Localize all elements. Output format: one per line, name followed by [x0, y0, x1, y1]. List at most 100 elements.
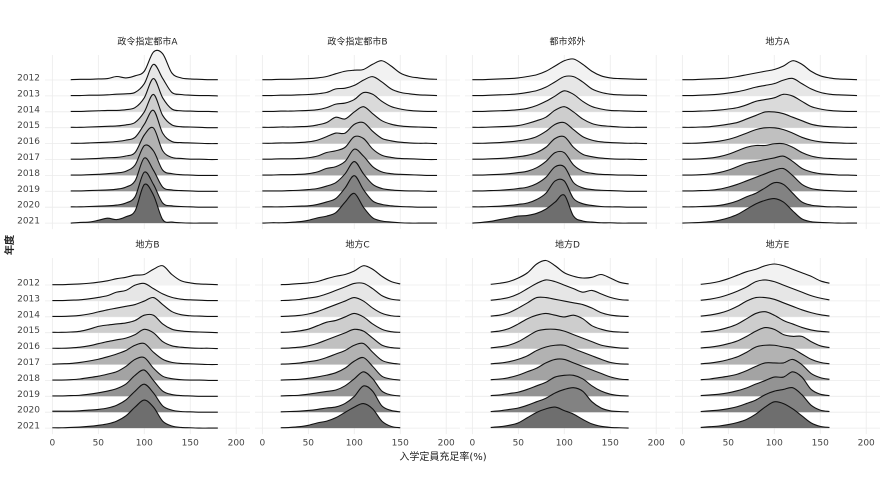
- ridge-area: [682, 156, 858, 176]
- y-tick-label: 2016: [17, 342, 40, 352]
- ridge-line: [262, 175, 438, 208]
- ridge-line: [52, 265, 218, 286]
- ridge-line: [700, 296, 830, 317]
- ridge-area: [70, 64, 218, 96]
- ridge-area: [70, 127, 218, 160]
- ridge-line: [280, 356, 401, 381]
- ridge-line: [70, 171, 218, 208]
- ridge-line: [472, 90, 648, 113]
- ridge-area: [682, 60, 858, 80]
- y-tick-label: 2017: [17, 153, 40, 163]
- ridge-line: [490, 312, 629, 333]
- y-tick-label: 2017: [17, 358, 40, 368]
- ridge-area: [472, 122, 648, 144]
- ridge-area: [490, 313, 629, 333]
- y-tick-label: 2020: [17, 201, 40, 211]
- ridge-line: [70, 109, 218, 145]
- ridge-line: [262, 121, 438, 145]
- ridge-area: [682, 182, 858, 208]
- ridge-area: [52, 329, 218, 349]
- ridge-line: [490, 328, 629, 349]
- ridge-line: [682, 77, 858, 97]
- x-tick-label: 100: [136, 439, 153, 449]
- ridge-area: [280, 265, 401, 285]
- x-axis-title: 入学定員充足率(%): [399, 450, 486, 463]
- y-axis-title: 年度: [3, 234, 16, 255]
- ridge-line: [472, 178, 648, 208]
- ridge-area: [682, 198, 858, 224]
- x-tick-label: 200: [438, 439, 455, 449]
- ridge-line: [700, 401, 830, 428]
- y-tick-label: 2019: [17, 185, 40, 195]
- ridge-line: [700, 386, 830, 413]
- ridge-area: [472, 106, 648, 128]
- y-tick-label: 2021: [17, 217, 40, 227]
- ridge-line: [262, 192, 438, 224]
- ridge-area: [700, 297, 830, 317]
- ridge-area: [682, 111, 858, 128]
- x-tick-label: 0: [49, 439, 55, 449]
- ridge-line: [700, 326, 830, 349]
- ridge-area: [52, 343, 218, 365]
- ridge-line: [490, 259, 629, 285]
- ridge-area: [700, 311, 830, 333]
- ridge-line: [700, 344, 830, 365]
- ridge-area: [262, 60, 438, 80]
- ridge-line: [70, 126, 218, 161]
- ridge-line: [472, 135, 648, 161]
- y-tick-label: 2018: [17, 374, 40, 384]
- ridge-line: [52, 356, 218, 381]
- ridge-area: [700, 345, 830, 365]
- ridge-area: [490, 407, 629, 429]
- ridge-area: [52, 357, 218, 381]
- ridge-line: [490, 387, 629, 413]
- panel-title: 地方A: [765, 36, 790, 48]
- x-tick-label: 150: [602, 439, 619, 449]
- ridge-line: [472, 164, 648, 192]
- panel-title: 政令指定都市A: [117, 36, 178, 48]
- ridge-line: [280, 312, 401, 333]
- ridge-area: [280, 385, 401, 413]
- ridge-area: [682, 78, 858, 96]
- ridge-area: [280, 343, 401, 365]
- ridge-line: [280, 282, 401, 302]
- x-tick-label: 100: [346, 439, 363, 449]
- x-tick-label: 100: [766, 439, 783, 449]
- ridge-line: [52, 313, 218, 334]
- ridge-area: [280, 313, 401, 333]
- ridge-line: [262, 148, 438, 176]
- x-tick-label: 50: [303, 439, 315, 449]
- ridge-line: [70, 77, 218, 113]
- ridge-line: [682, 181, 858, 208]
- y-tick-label: 2013: [17, 89, 40, 99]
- ridge-line: [262, 91, 438, 113]
- ridge-line: [52, 399, 218, 429]
- ridge-area: [472, 179, 648, 208]
- ridge-area: [52, 297, 218, 317]
- ridge-area: [700, 401, 830, 429]
- x-tick-label: 150: [392, 439, 409, 449]
- ridge-line: [280, 296, 401, 317]
- ridge-area: [52, 369, 218, 397]
- ridge-line: [52, 383, 218, 413]
- ridge-line: [70, 93, 218, 129]
- panel-title: 都市郊外: [549, 36, 585, 48]
- y-tick-label: 2015: [17, 326, 40, 336]
- ridge-line: [70, 157, 218, 192]
- ridge-line: [262, 106, 438, 129]
- ridge-line: [472, 121, 648, 145]
- ridge-area: [700, 387, 830, 413]
- ridge-line: [682, 60, 858, 81]
- ridge-line: [472, 75, 648, 97]
- ridge-area: [280, 403, 401, 429]
- ridge-line: [682, 93, 858, 113]
- ridge-area: [280, 297, 401, 317]
- ridge-area: [262, 106, 438, 128]
- x-tick-label: 200: [228, 439, 245, 449]
- ridge-line: [700, 311, 830, 333]
- ridge-line: [472, 194, 648, 224]
- ridge-area: [472, 75, 648, 96]
- ridge-area: [490, 344, 629, 365]
- ridge-line: [52, 282, 218, 302]
